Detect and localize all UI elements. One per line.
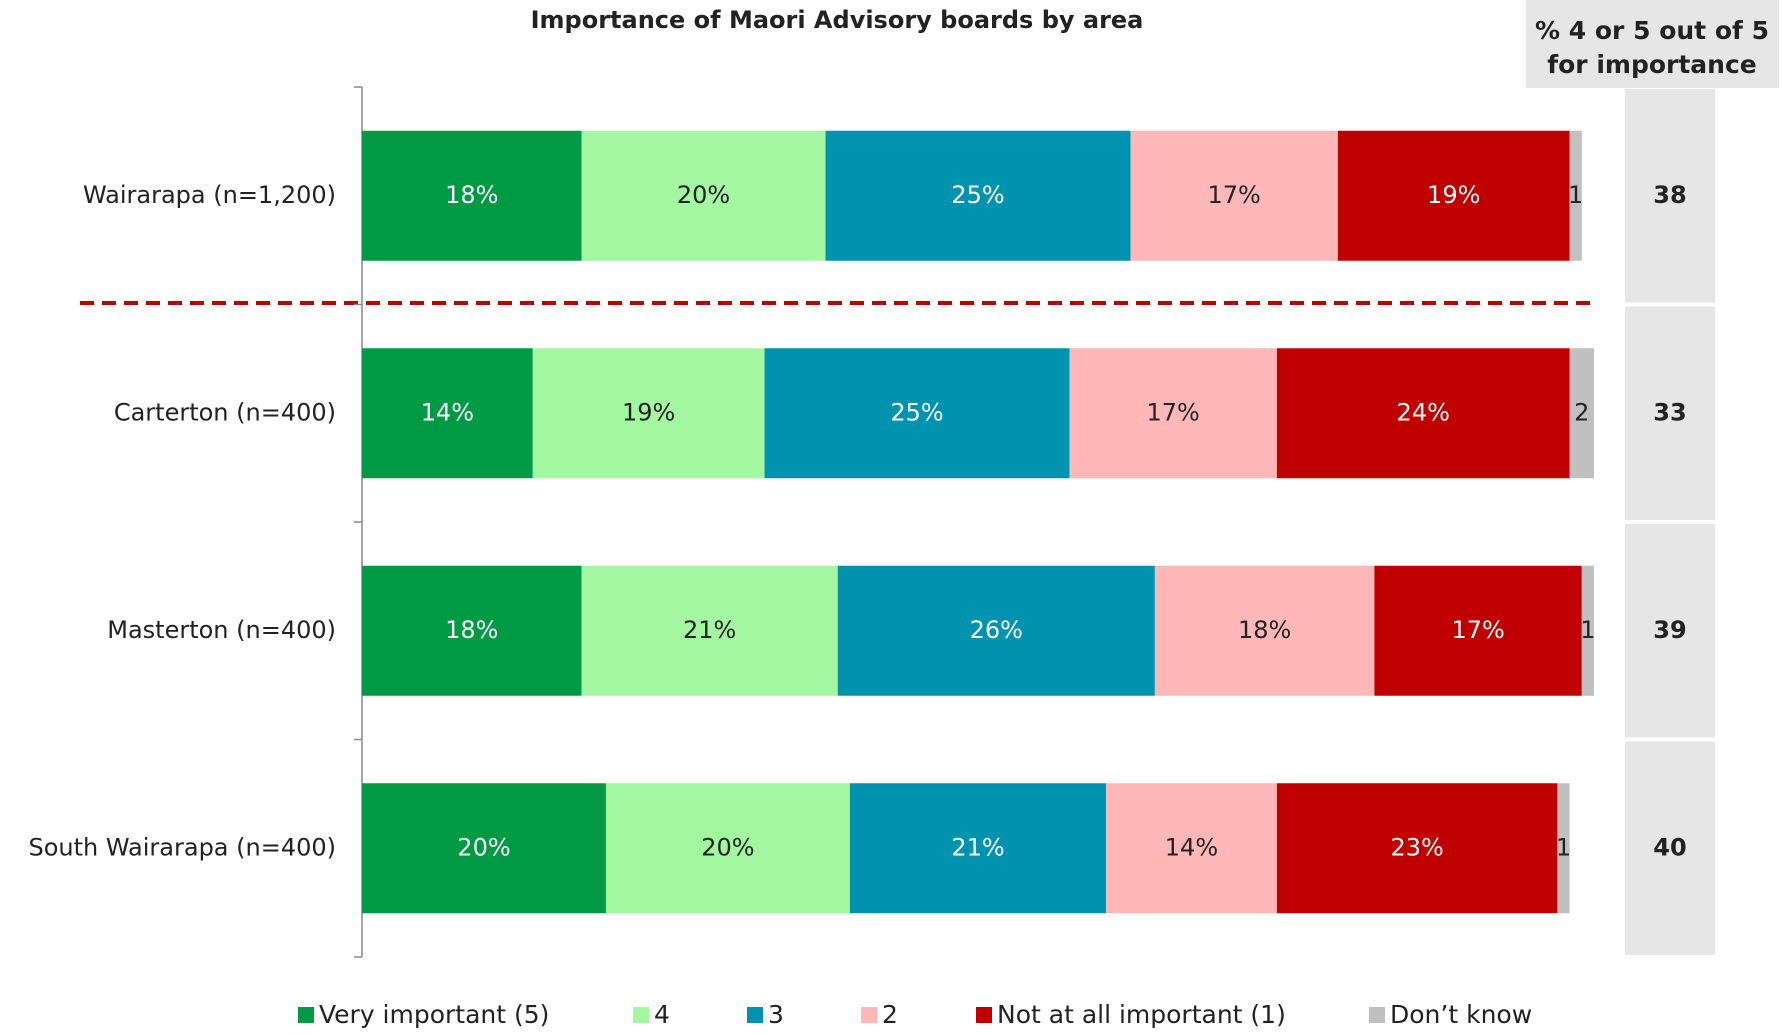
- bar-segment: [825, 130, 1131, 261]
- bar-segment: [1276, 783, 1558, 914]
- legend-label: 3: [768, 1000, 784, 1029]
- bar-segment: [362, 130, 582, 261]
- side-header-box: [1526, 0, 1779, 88]
- data-label: 14%: [421, 398, 474, 426]
- data-label: 1: [1580, 616, 1595, 644]
- data-label: 24%: [1397, 398, 1450, 426]
- data-label: 17%: [1451, 616, 1504, 644]
- data-label: 19%: [622, 398, 675, 426]
- bar-segment: [1106, 783, 1277, 914]
- chart-title: Importance of Maori Advisory boards by a…: [531, 6, 1144, 34]
- data-label: 18%: [445, 616, 498, 644]
- side-box: [1625, 741, 1715, 955]
- bar-segment: [362, 783, 606, 914]
- legend-swatch: [976, 1007, 992, 1023]
- legend-swatch: [633, 1007, 649, 1023]
- side-value: 39: [1653, 616, 1686, 644]
- y-tick-label: Masterton (n=400): [107, 616, 336, 644]
- data-label: 20%: [677, 181, 730, 209]
- side-value: 33: [1653, 398, 1686, 426]
- data-label: 14%: [1165, 833, 1218, 861]
- bar-segment: [581, 565, 838, 696]
- bar-segment: [1581, 565, 1594, 696]
- legend-swatch: [861, 1007, 877, 1023]
- bar-segment: [1154, 565, 1375, 696]
- data-label: 17%: [1207, 181, 1260, 209]
- data-label: 17%: [1146, 398, 1199, 426]
- bar-segment: [532, 348, 765, 479]
- data-label: 25%: [951, 181, 1004, 209]
- side-box: [1625, 524, 1715, 738]
- bar-segment: [362, 348, 533, 479]
- legend-label: Very important (5): [319, 1000, 549, 1029]
- data-label: 20%: [701, 833, 754, 861]
- legend-label: 2: [882, 1000, 898, 1029]
- y-tick-label: South Wairarapa (n=400): [28, 833, 336, 861]
- legend-swatch: [298, 1007, 314, 1023]
- y-tick-label: Wairarapa (n=1,200): [83, 181, 336, 209]
- bar-segment: [362, 565, 582, 696]
- data-label: 21%: [951, 833, 1004, 861]
- data-label: 18%: [1238, 616, 1291, 644]
- data-label: 2: [1574, 398, 1589, 426]
- side-value: 38: [1653, 181, 1686, 209]
- bar-segment: [1069, 348, 1277, 479]
- data-label: 1: [1556, 833, 1571, 861]
- bar-segment: [1557, 783, 1570, 914]
- side-box: [1625, 306, 1715, 520]
- bar-segment: [581, 130, 826, 261]
- legend-label: Don’t know: [1390, 1000, 1532, 1029]
- bar-segment: [837, 565, 1155, 696]
- data-label: 25%: [890, 398, 943, 426]
- data-label: 26%: [970, 616, 1023, 644]
- bar-segment: [1130, 130, 1338, 261]
- side-header: % 4 or 5 out of 5: [1535, 16, 1769, 45]
- side-box: [1625, 89, 1715, 303]
- bar-segment: [1337, 130, 1570, 261]
- data-label: 23%: [1390, 833, 1443, 861]
- side-header: for importance: [1547, 50, 1757, 79]
- bar-segment: [605, 783, 850, 914]
- data-label: 18%: [445, 181, 498, 209]
- data-label: 21%: [683, 616, 736, 644]
- bar-segment: [849, 783, 1107, 914]
- data-label: 1: [1568, 181, 1583, 209]
- legend-label: Not at all important (1): [997, 1000, 1286, 1029]
- legend-label: 4: [654, 1000, 670, 1029]
- bar-segment: [1374, 565, 1582, 696]
- legend-swatch: [1369, 1007, 1385, 1023]
- bar-segment: [1569, 130, 1582, 261]
- bar-segment: [1276, 348, 1570, 479]
- bar-segment: [1569, 348, 1594, 479]
- y-tick-label: Carterton (n=400): [114, 398, 336, 426]
- legend-swatch: [747, 1007, 763, 1023]
- data-label: 19%: [1427, 181, 1480, 209]
- bar-segment: [764, 348, 1070, 479]
- data-label: 20%: [457, 833, 510, 861]
- side-value: 40: [1653, 833, 1686, 861]
